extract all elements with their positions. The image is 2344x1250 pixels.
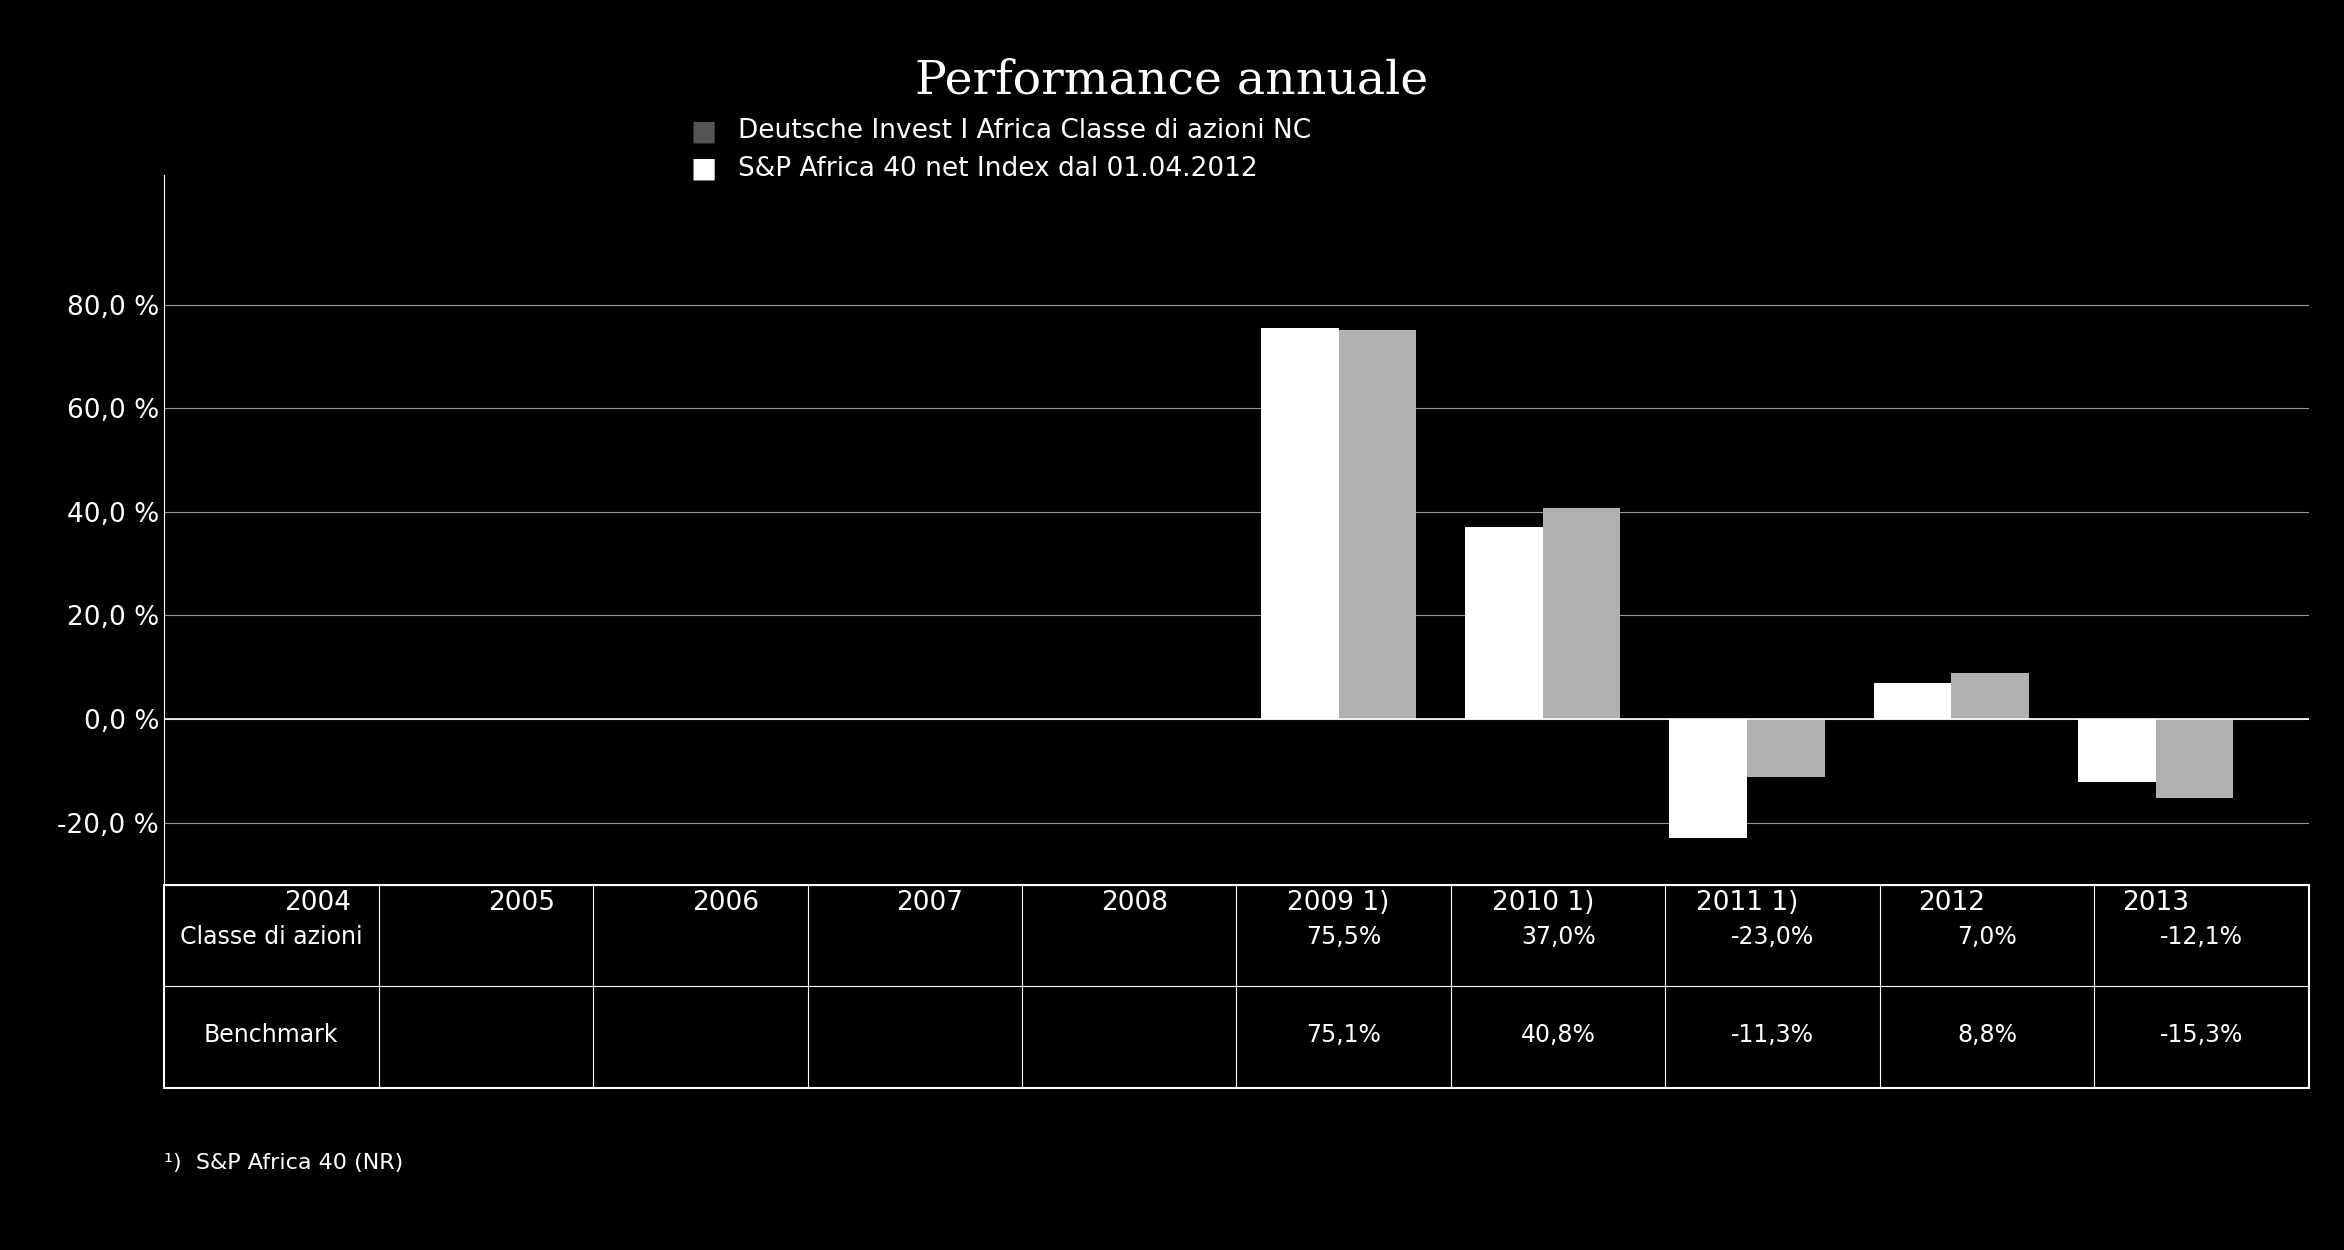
Text: 75,1%: 75,1% — [1306, 1022, 1381, 1046]
Bar — [1261, 328, 1338, 719]
Bar — [2079, 719, 2156, 781]
Bar — [1950, 674, 2030, 719]
Bar — [1873, 682, 1950, 719]
Text: 40,8%: 40,8% — [1521, 1022, 1596, 1046]
Text: -15,3%: -15,3% — [2159, 1022, 2243, 1046]
Text: -12,1%: -12,1% — [2161, 925, 2243, 950]
Bar — [1542, 508, 1620, 719]
Bar — [1338, 330, 1416, 719]
Bar — [1465, 528, 1542, 719]
Text: 37,0%: 37,0% — [1521, 925, 1596, 950]
Bar — [2156, 719, 2234, 799]
Bar — [1669, 719, 1746, 838]
Bar — [1746, 719, 1824, 778]
Text: ¹)  S&P Africa 40 (NR): ¹) S&P Africa 40 (NR) — [164, 1152, 403, 1172]
Text: S&P Africa 40 net Index dal 01.04.2012: S&P Africa 40 net Index dal 01.04.2012 — [738, 156, 1259, 181]
Text: -23,0%: -23,0% — [1730, 925, 1814, 950]
Text: Benchmark: Benchmark — [204, 1022, 338, 1046]
Text: 7,0%: 7,0% — [1957, 925, 2016, 950]
Text: Deutsche Invest I Africa Classe di azioni NC: Deutsche Invest I Africa Classe di azion… — [738, 119, 1313, 144]
Text: Classe di azioni: Classe di azioni — [180, 925, 363, 950]
Text: 8,8%: 8,8% — [1957, 1022, 2018, 1046]
Text: Performance annuale: Performance annuale — [917, 59, 1427, 104]
Text: ■: ■ — [689, 155, 717, 182]
Text: 75,5%: 75,5% — [1306, 925, 1381, 950]
Text: ■: ■ — [689, 118, 717, 145]
Text: -11,3%: -11,3% — [1732, 1022, 1814, 1046]
